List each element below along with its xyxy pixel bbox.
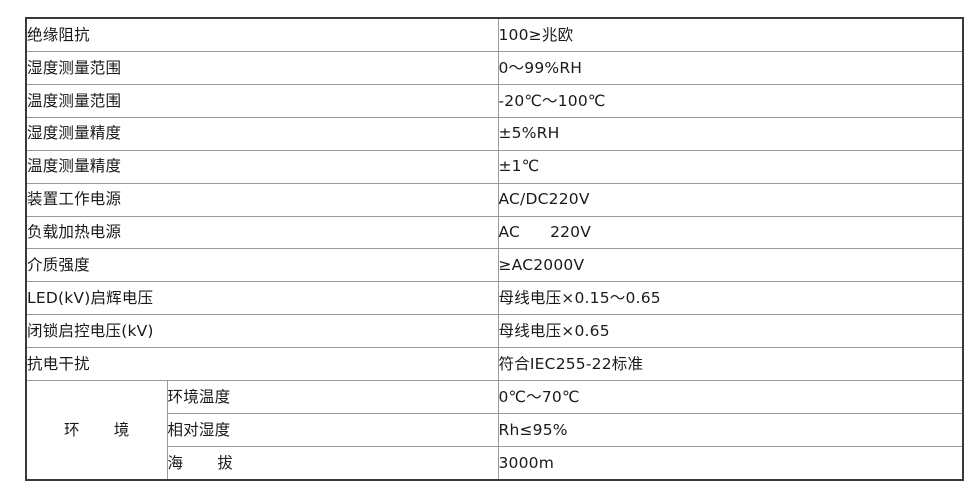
row-label-led-start-voltage: LED(kV)启辉电压 <box>25 281 499 316</box>
table-body: 绝缘阻抗 100≥兆欧 湿度测量范围 0～99%RH 温度测量范围 -20℃～1… <box>25 17 964 481</box>
row-label-temperature-accuracy: 温度测量精度 <box>25 149 499 184</box>
row-value-temperature-accuracy: ±1℃ <box>497 149 964 184</box>
table-row: 温度测量精度 ±1℃ <box>25 149 964 184</box>
row-value-led-start-voltage: 母线电压×0.15～0.65 <box>497 281 964 316</box>
table-row: LED(kV)启辉电压 母线电压×0.15～0.65 <box>25 281 964 316</box>
row-value-blocking-control-voltage: 母线电压×0.65 <box>497 314 964 349</box>
row-label-anti-interference: 抗电干扰 <box>25 347 499 382</box>
altitude-label-char-2: 拔 <box>217 453 233 472</box>
altitude-label-char-1: 海 <box>167 453 184 472</box>
row-label-device-power-supply: 装置工作电源 <box>25 182 499 217</box>
row-label-humidity-accuracy: 湿度测量精度 <box>25 116 499 151</box>
table-row: 介质强度 ≥AC2000V <box>25 248 964 283</box>
table-row: 环境 环境温度 0℃～70℃ <box>25 380 964 481</box>
table-row: 湿度测量精度 ±5%RH <box>25 116 964 151</box>
row-value-load-heating-power: AC 220V <box>497 215 964 250</box>
row-label-altitude: 海拔 <box>166 446 499 481</box>
row-value-relative-humidity: Rh≤95% <box>497 413 964 447</box>
table-row: 湿度测量范围 0～99%RH <box>25 50 964 85</box>
row-label-humidity-range: 湿度测量范围 <box>25 50 499 85</box>
table-row: 负载加热电源 AC 220V <box>25 215 964 250</box>
value-prefix-ac: AC <box>498 223 521 242</box>
table-row: 海拔 3000m <box>26 446 964 481</box>
row-value-ambient-temperature: 0℃～70℃ <box>497 380 964 415</box>
row-label-blocking-control-voltage: 闭锁启控电压(kV) <box>25 314 499 349</box>
row-value-humidity-accuracy: ±5%RH <box>497 116 964 151</box>
group-label-char-1: 环 <box>64 420 80 439</box>
row-label-load-heating-power: 负载加热电源 <box>25 215 499 250</box>
table-row: 装置工作电源 AC/DC220V <box>25 182 964 217</box>
row-label-relative-humidity: 相对湿度 <box>166 413 499 447</box>
row-label-ambient-temperature: 环境温度 <box>166 380 499 415</box>
table-row: 绝缘阻抗 100≥兆欧 <box>25 17 964 52</box>
table-row: 相对湿度 Rh≤95% <box>26 413 964 447</box>
table-row: 闭锁启控电压(kV) 母线电压×0.65 <box>25 314 964 349</box>
specification-table: 绝缘阻抗 100≥兆欧 湿度测量范围 0～99%RH 温度测量范围 -20℃～1… <box>25 17 964 481</box>
row-value-insulation-resistance: 100≥兆欧 <box>497 17 964 52</box>
row-label-dielectric-strength: 介质强度 <box>25 248 499 283</box>
specification-table-container: 绝缘阻抗 100≥兆欧 湿度测量范围 0～99%RH 温度测量范围 -20℃～1… <box>25 17 964 481</box>
row-label-insulation-resistance: 绝缘阻抗 <box>25 17 499 52</box>
group-label-char-2: 境 <box>113 420 130 439</box>
row-value-temperature-range: -20℃～100℃ <box>497 83 964 118</box>
row-value-altitude: 3000m <box>497 446 964 481</box>
row-value-anti-interference: 符合IEC255-22标准 <box>497 347 964 382</box>
group-label-environment: 环境 <box>25 380 168 481</box>
table-row: 温度测量范围 -20℃～100℃ <box>25 83 964 118</box>
row-value-humidity-range: 0～99%RH <box>497 50 964 85</box>
row-label-temperature-range: 温度测量范围 <box>25 83 499 118</box>
table-row: 抗电干扰 符合IEC255-22标准 <box>25 347 964 382</box>
row-value-device-power-supply: AC/DC220V <box>497 182 964 217</box>
value-suffix-220v: 220V <box>550 223 592 242</box>
row-value-dielectric-strength: ≥AC2000V <box>497 248 964 283</box>
